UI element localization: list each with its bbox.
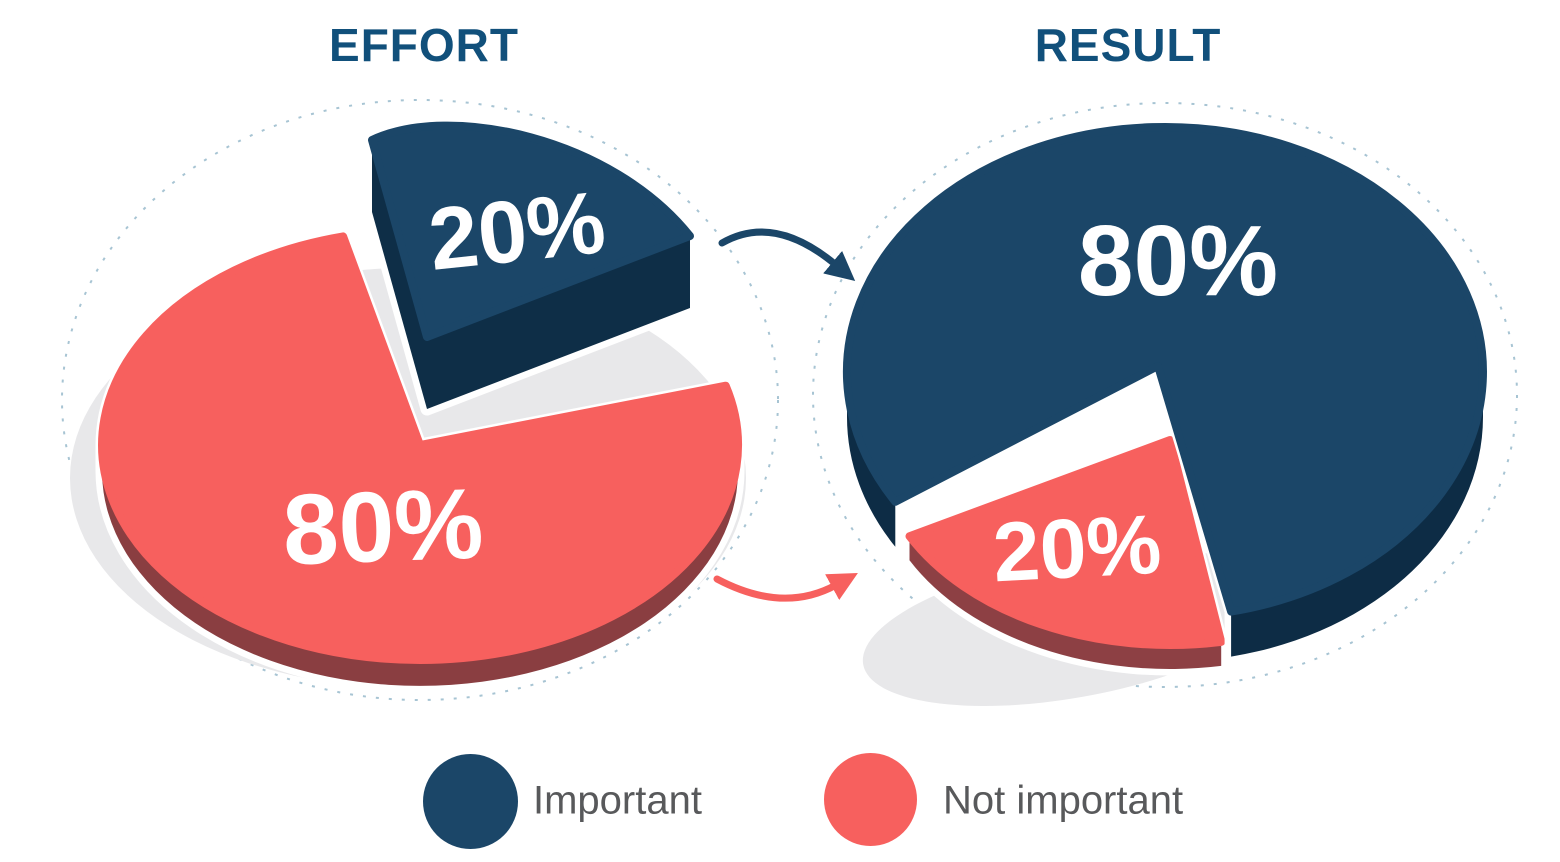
result-title: RESULT: [1034, 19, 1222, 71]
result-slice-important-top: [842, 122, 1487, 616]
legend-swatch-important: [423, 754, 518, 849]
effort-slice-notimportant-top: [98, 232, 743, 664]
effort-notimportant-value-label: 80%: [281, 467, 485, 587]
notimportant-transfer-arrow: [713, 573, 858, 602]
result-important-value-label: 80%: [1077, 205, 1279, 317]
legend-swatch-not-important: [824, 753, 917, 846]
effort-slice-important-top: [368, 121, 694, 341]
effort-title: EFFORT: [329, 19, 519, 71]
legend-label-important: Important: [533, 778, 702, 823]
legend-label-not-important: Not important: [943, 778, 1184, 823]
important-transfer-arrow: [718, 228, 856, 282]
result-slice-notimportant-top: [905, 436, 1226, 649]
effort-dashed-ellipse: [61, 99, 779, 701]
result-dashed-ellipse: [812, 102, 1518, 688]
effort-important-value-label: 20%: [424, 172, 610, 289]
result-notimportant-value-label: 20%: [990, 496, 1164, 600]
